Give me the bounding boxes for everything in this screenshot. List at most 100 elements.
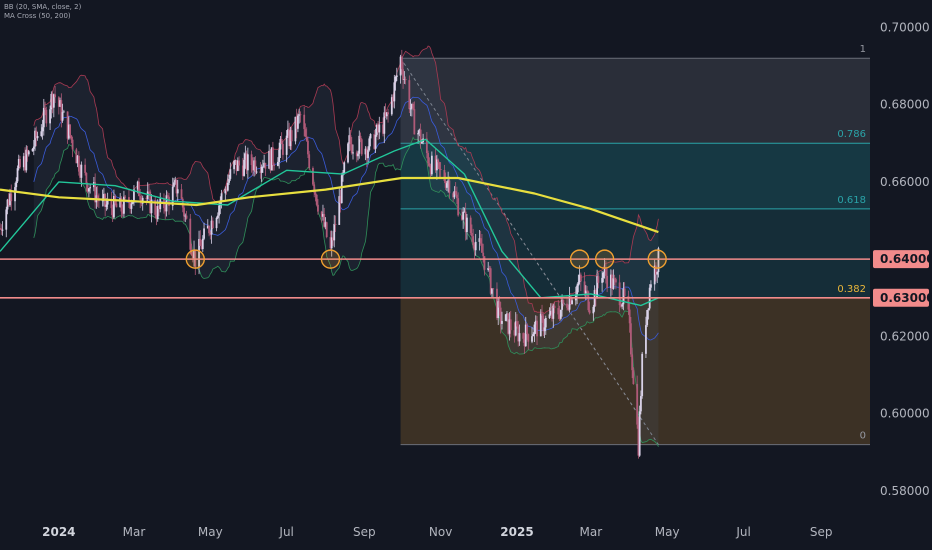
level-price-label: 0.63000	[880, 291, 932, 305]
candle-body	[25, 149, 28, 171]
y-tick-label: 0.58000	[880, 484, 930, 498]
candle-body	[604, 267, 607, 276]
candle-body	[303, 114, 306, 130]
candle-body	[609, 274, 612, 289]
candle-body	[559, 309, 562, 319]
candle-body	[338, 196, 341, 225]
candle-body	[238, 160, 240, 166]
candle-body	[289, 130, 292, 147]
candle-body	[130, 203, 133, 209]
candle-body	[105, 204, 108, 207]
x-tick-label: 2024	[42, 525, 75, 539]
candle-body	[158, 206, 160, 210]
candle-body	[24, 156, 26, 171]
price-axis[interactable]: 0.58000 0.60000 0.62000 0.66000 0.68000 0.700…	[873, 20, 932, 498]
candle-body	[87, 188, 90, 192]
candle-body	[482, 252, 485, 257]
candle-body	[647, 308, 650, 311]
moving-averages	[0, 138, 659, 307]
candle-body	[233, 161, 235, 170]
candle-body	[175, 180, 178, 194]
candle-body	[77, 155, 80, 172]
candle-body	[592, 306, 595, 314]
candle-body	[419, 129, 422, 144]
candle-body	[587, 291, 590, 311]
candle-body	[184, 215, 187, 217]
candle-body	[357, 153, 359, 157]
candle-body	[139, 196, 142, 200]
candle-body	[164, 208, 167, 212]
ma50-line	[0, 138, 659, 307]
candle-body	[156, 206, 159, 220]
time-axis[interactable]: 2024 Mar May Jul Sep Nov 2025 Mar May Jul Sep	[42, 525, 832, 539]
candle-body	[49, 109, 51, 124]
candle-body	[410, 103, 413, 109]
candle-body	[69, 124, 72, 136]
candle-body	[541, 313, 543, 316]
candle-body	[466, 217, 468, 233]
fib-level-label: 0.786	[837, 129, 866, 140]
candle-body	[553, 305, 556, 309]
candle-body	[347, 143, 349, 163]
candle-body	[297, 115, 299, 129]
candle-body	[612, 278, 615, 289]
candle-body	[393, 82, 396, 102]
candle-body	[254, 160, 257, 172]
candle-body	[531, 336, 533, 342]
candle-body	[52, 94, 55, 108]
candle-body	[209, 233, 212, 235]
candle-body	[9, 193, 11, 206]
candle-body	[14, 187, 16, 202]
x-tick-label: Sep	[353, 525, 376, 539]
candle-body	[418, 129, 421, 134]
candle-body	[395, 75, 398, 77]
candle-body	[269, 150, 272, 171]
candle-body	[282, 144, 284, 155]
candle-body	[614, 279, 617, 283]
fib-level-label: 0.618	[837, 195, 866, 206]
candle-body	[287, 129, 289, 136]
candle-body	[586, 290, 588, 292]
candle-body	[394, 76, 397, 83]
candle-body	[145, 197, 148, 200]
candle-body	[150, 199, 153, 214]
candle-body	[472, 236, 475, 246]
candle-body	[471, 233, 473, 237]
candle-body	[75, 149, 78, 164]
candle-body	[279, 138, 282, 150]
candle-body	[138, 181, 140, 197]
candle-body	[200, 245, 203, 250]
candle-body	[532, 334, 535, 337]
y-tick-label: 0.68000	[880, 98, 930, 112]
x-tick-label: 2025	[500, 525, 533, 539]
candle-body	[474, 241, 477, 251]
candle-body	[15, 181, 18, 188]
x-tick-label: May	[655, 525, 680, 539]
candle-body	[507, 313, 510, 334]
legend-bb[interactable]: BB (20, SMA, close, 2)	[4, 3, 82, 11]
candle-body	[226, 182, 229, 191]
candle-body	[420, 141, 423, 144]
candle-body	[315, 194, 318, 205]
candle-body	[409, 108, 412, 110]
indicator-legend[interactable]: BB (20, SMA, close, 2) MA Cross (50, 200…	[4, 3, 81, 21]
candle-body	[641, 353, 644, 397]
candle-body	[551, 310, 553, 319]
candle-body	[404, 79, 407, 81]
candle-body	[478, 238, 481, 242]
candle-body	[481, 243, 483, 253]
candle-body	[524, 324, 527, 347]
candle-body	[596, 276, 599, 299]
candle-body	[324, 222, 327, 227]
candle-body	[518, 333, 521, 342]
legend-ma-cross[interactable]: MA Cross (50, 200)	[4, 12, 71, 20]
candle-body	[487, 268, 490, 270]
candle-body	[70, 135, 73, 140]
candle-body	[488, 268, 491, 270]
candle-body	[632, 370, 635, 385]
candle-body	[425, 138, 428, 154]
candle-body	[454, 191, 457, 195]
candle-body	[479, 238, 482, 244]
